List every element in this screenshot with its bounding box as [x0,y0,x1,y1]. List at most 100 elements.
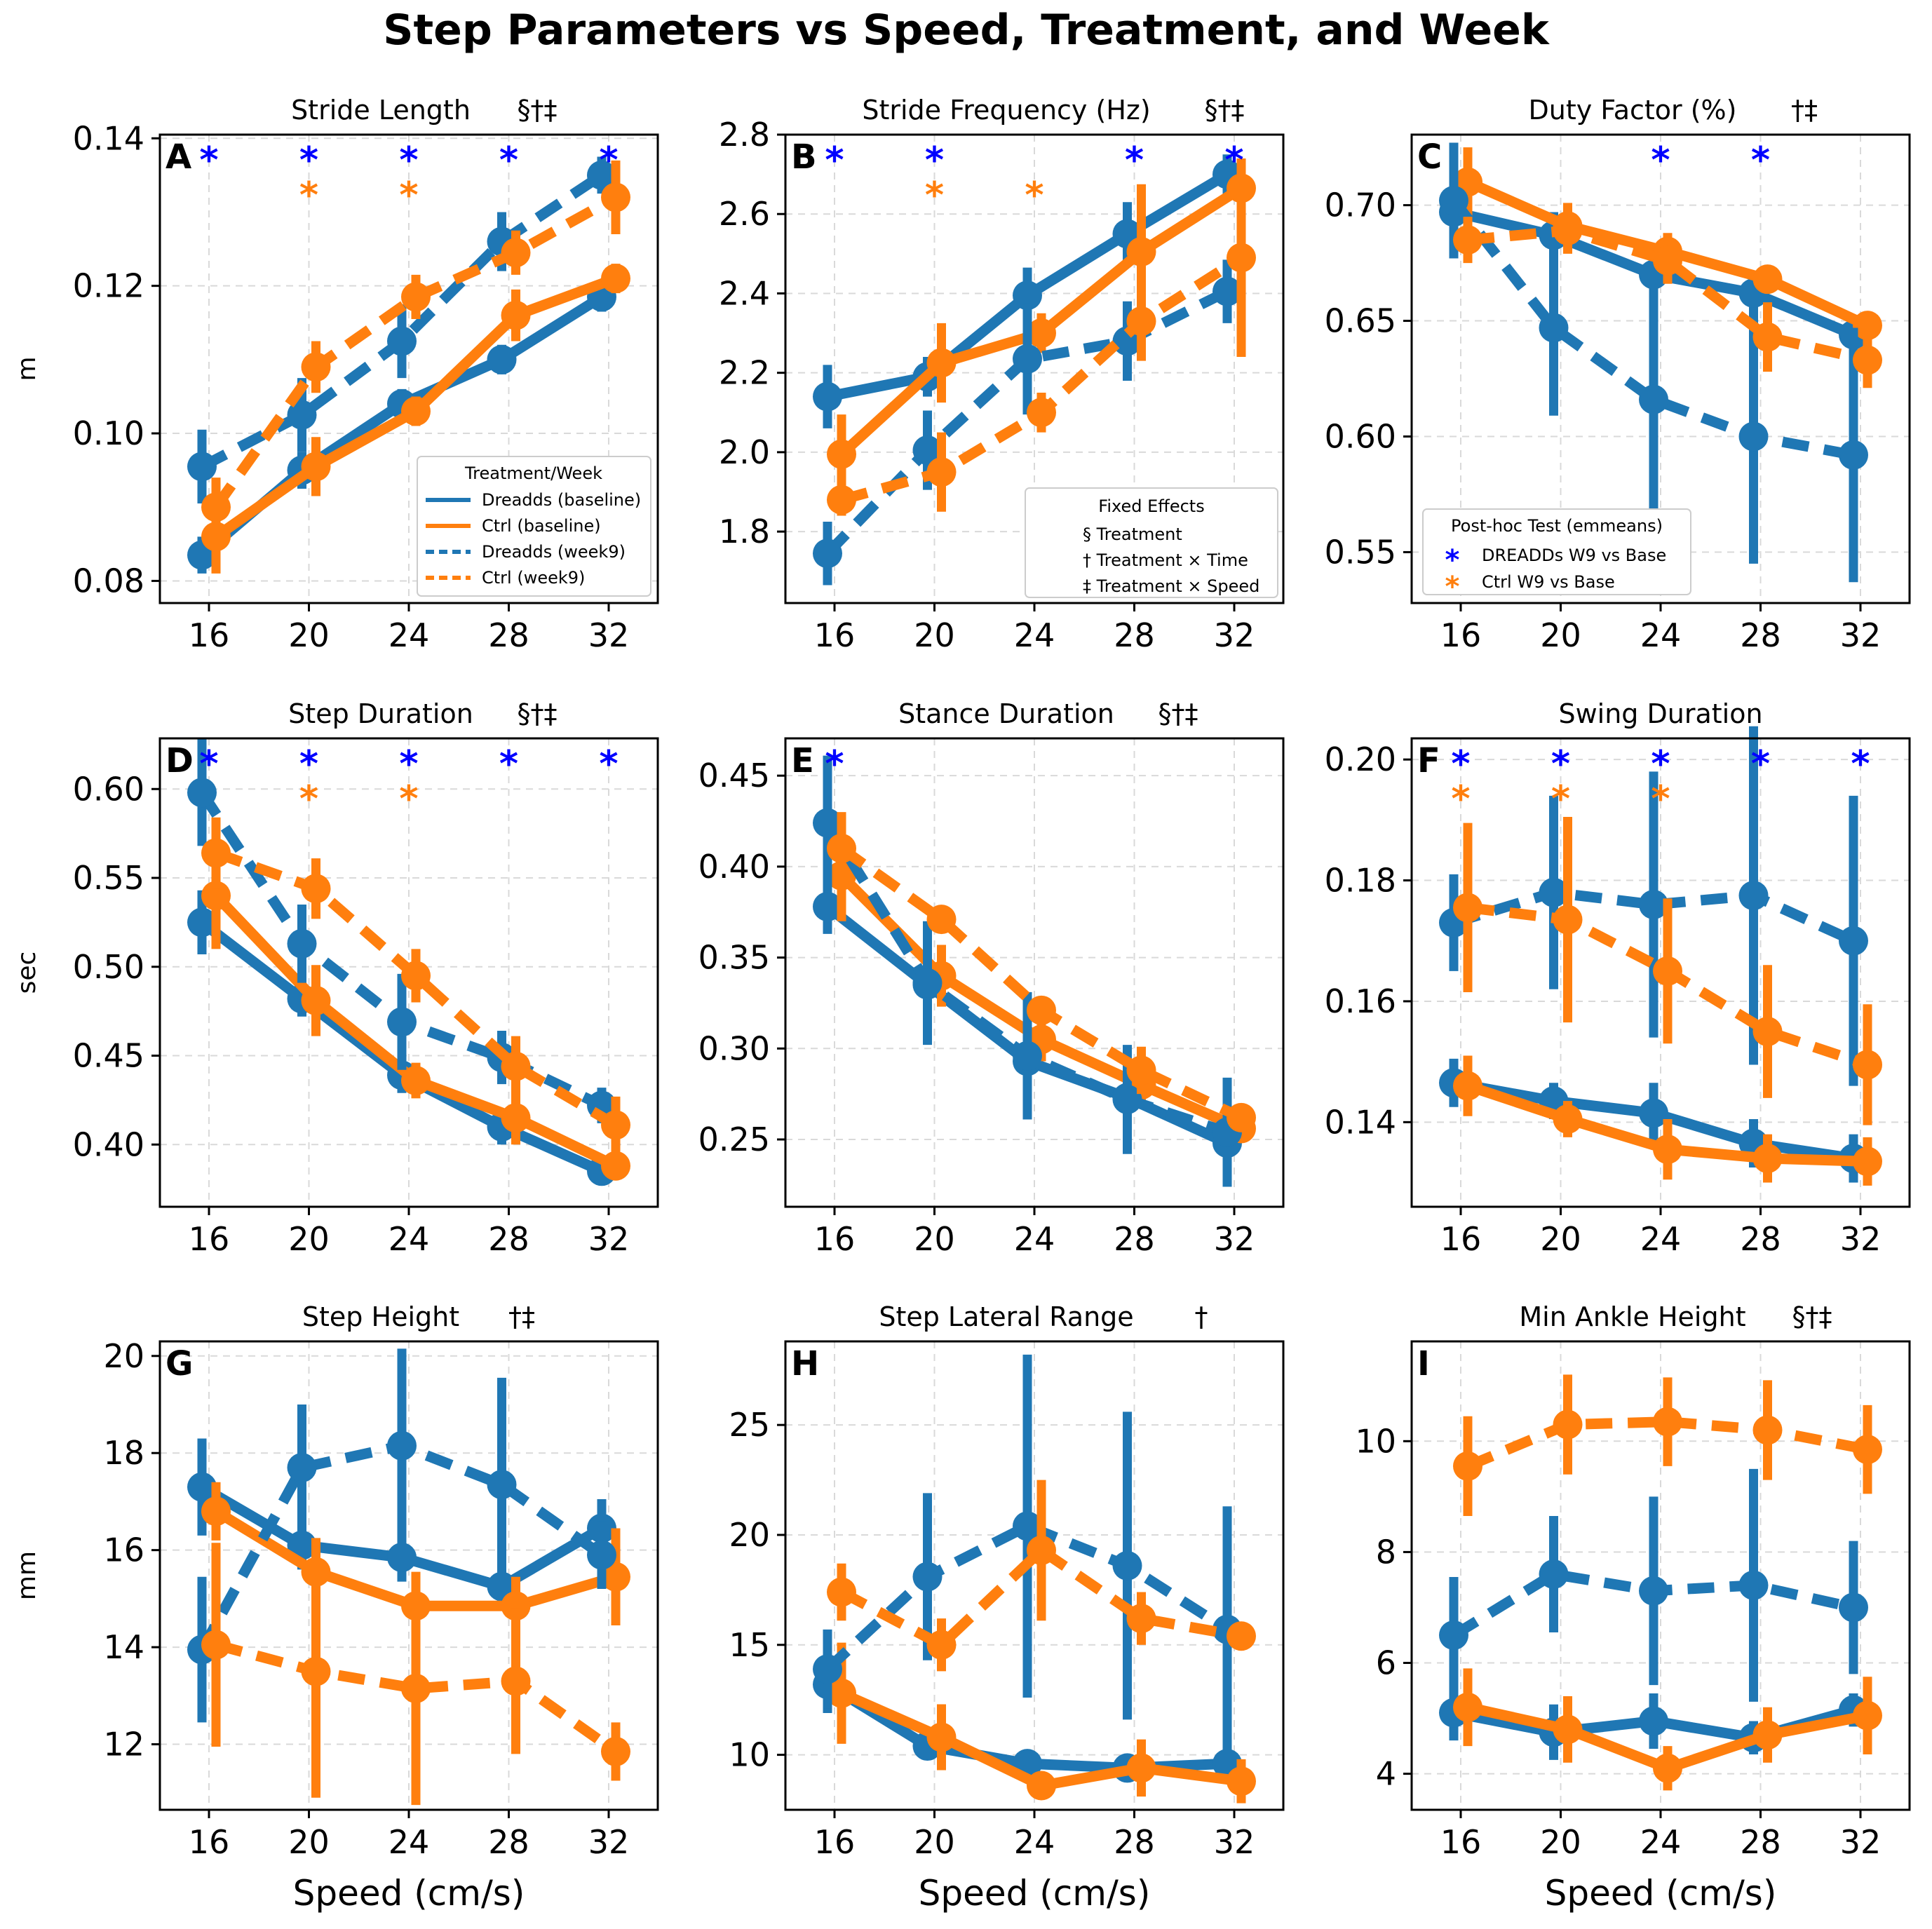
y-axis-label: m [13,356,41,381]
data-point [601,1151,630,1181]
data-point [401,961,431,991]
y-tick-label: 0.20 [1325,740,1396,778]
significance-marks: †‡ [508,1301,535,1332]
data-point [587,160,616,190]
data-point [501,1051,531,1081]
y-axis-label: mm [13,1551,41,1600]
x-tick-label: 32 [1840,1220,1882,1258]
significance-marker-dreadds: * [599,140,618,182]
legend-fixed-effects: Fixed Effects § Treatment † Treatment × Ti… [1025,487,1278,598]
x-tick-label: 32 [1840,1823,1882,1861]
x-tick-label: 20 [914,1220,955,1258]
significance-marker-dreadds: * [825,743,844,785]
legend-label: DREADDs W9 vs Base [1482,546,1666,565]
series-dreadds-week9 [1439,142,1868,583]
significance-marker-dreadds: * [499,140,518,182]
significance-marks: §†‡ [1205,95,1245,126]
data-point [287,928,317,959]
data-point [1653,1407,1682,1437]
data-point [187,452,217,482]
data-point [1653,245,1682,276]
y-tick-label: 0.55 [1325,533,1396,571]
series-ctrl-week9 [827,158,1256,516]
data-point [813,381,842,412]
x-tick-label: 20 [1540,1220,1581,1258]
data-point [1227,1766,1256,1796]
series-ctrl-baseline [827,1642,1256,1803]
data-point [1227,1621,1256,1651]
data-point [187,1472,217,1502]
y-tick-label: 12 [103,1726,144,1764]
y-tick-label: 0.50 [73,948,144,986]
panel-letter: B [791,137,817,177]
significance-marker-ctrl: * [1651,778,1670,820]
data-point [501,238,531,268]
data-point [813,1654,842,1684]
panel-letter: I [1417,1344,1430,1383]
y-axis-label: sec [13,952,41,994]
data-point [501,1591,531,1621]
y-tick-label: 15 [729,1626,770,1664]
significance-marker-dreadds: * [1651,743,1670,785]
x-tick-label: 24 [389,1220,430,1258]
panel-title: Stance Duration [898,698,1114,729]
data-point [487,1470,517,1500]
legend-treatment-week: Treatment/Week Dreadds (baseline) Ctrl (ba… [417,456,651,597]
legend-marker: * [1445,571,1460,603]
data-point [1227,243,1256,273]
y-tick-label: 2.2 [719,354,770,392]
data-point [1752,1720,1783,1750]
significance-marks: †‡ [1791,95,1818,126]
x-tick-label: 16 [189,616,230,654]
significance-marker-dreadds: * [1651,140,1670,182]
x-tick-label: 20 [288,616,330,654]
data-point [187,907,217,938]
x-tick-label: 24 [1640,1220,1682,1258]
data-point [1639,890,1668,920]
significance-marker-ctrl: * [1451,778,1470,820]
data-point [301,874,331,904]
data-point [1853,1435,1882,1465]
significance-marker-dreadds: * [1751,743,1770,785]
y-tick-label: 16 [103,1531,144,1569]
significance-marks: §†‡ [1158,698,1198,729]
data-point [387,326,417,356]
significance-marker-dreadds: * [925,140,944,182]
data-point [827,833,856,863]
y-tick-label: 0.25 [698,1121,770,1158]
data-point [601,1110,630,1140]
series-dreadds-week9 [1439,1468,1868,1702]
panel-title: Duty Factor (%) [1529,95,1737,126]
significance-marker-dreadds: * [599,743,618,785]
data-point [1027,318,1056,348]
y-tick-label: 6 [1376,1644,1396,1682]
data-point [827,485,856,515]
x-axis-label: Speed (cm/s) [919,1873,1151,1914]
data-point [926,348,957,378]
y-tick-label: 20 [103,1337,144,1375]
data-point [1453,1451,1482,1481]
y-tick-label: 0.55 [73,859,144,897]
data-point [1639,1576,1668,1606]
x-axis-label: Speed (cm/s) [1545,1873,1777,1914]
data-point [501,300,531,330]
x-tick-label: 20 [288,1220,330,1258]
x-tick-label: 16 [1440,1220,1482,1258]
y-tick-label: 2.6 [719,195,770,233]
data-point [1013,344,1042,374]
legend-title: Fixed Effects [1098,496,1204,516]
panel-b: * ** ** *1.82.02.22.42.62.816 20 24 28 32Stride… [719,95,1285,654]
data-point [827,1577,856,1607]
panel-letter: C [1417,137,1442,177]
series-dreadds-week9 [187,1348,616,1723]
series-ctrl-week9 [1453,817,1882,1125]
x-tick-label: 16 [1440,616,1482,654]
data-point [1639,384,1668,414]
significance-marker-dreadds: * [1224,140,1243,182]
series-line [211,192,619,510]
panel-letter: E [791,741,814,780]
y-tick-label: 0.45 [698,757,770,794]
y-tick-label: 2.0 [719,433,770,471]
y-tick-label: 0.60 [1325,417,1396,455]
legend-title: Treatment/Week [464,463,602,483]
